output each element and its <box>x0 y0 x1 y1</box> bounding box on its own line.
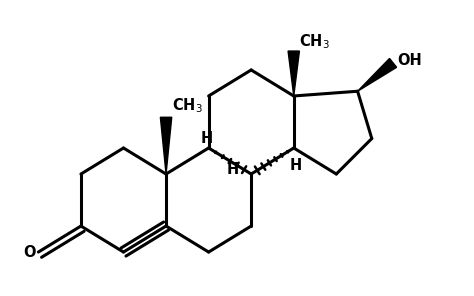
Text: O: O <box>24 244 36 260</box>
Text: H: H <box>200 131 212 146</box>
Polygon shape <box>288 51 300 96</box>
Polygon shape <box>160 117 172 174</box>
Polygon shape <box>357 58 397 91</box>
Text: H: H <box>227 162 239 177</box>
Text: CH$_3$: CH$_3$ <box>300 32 330 51</box>
Text: CH$_3$: CH$_3$ <box>172 96 202 115</box>
Text: OH: OH <box>397 53 421 68</box>
Text: H: H <box>290 158 302 173</box>
